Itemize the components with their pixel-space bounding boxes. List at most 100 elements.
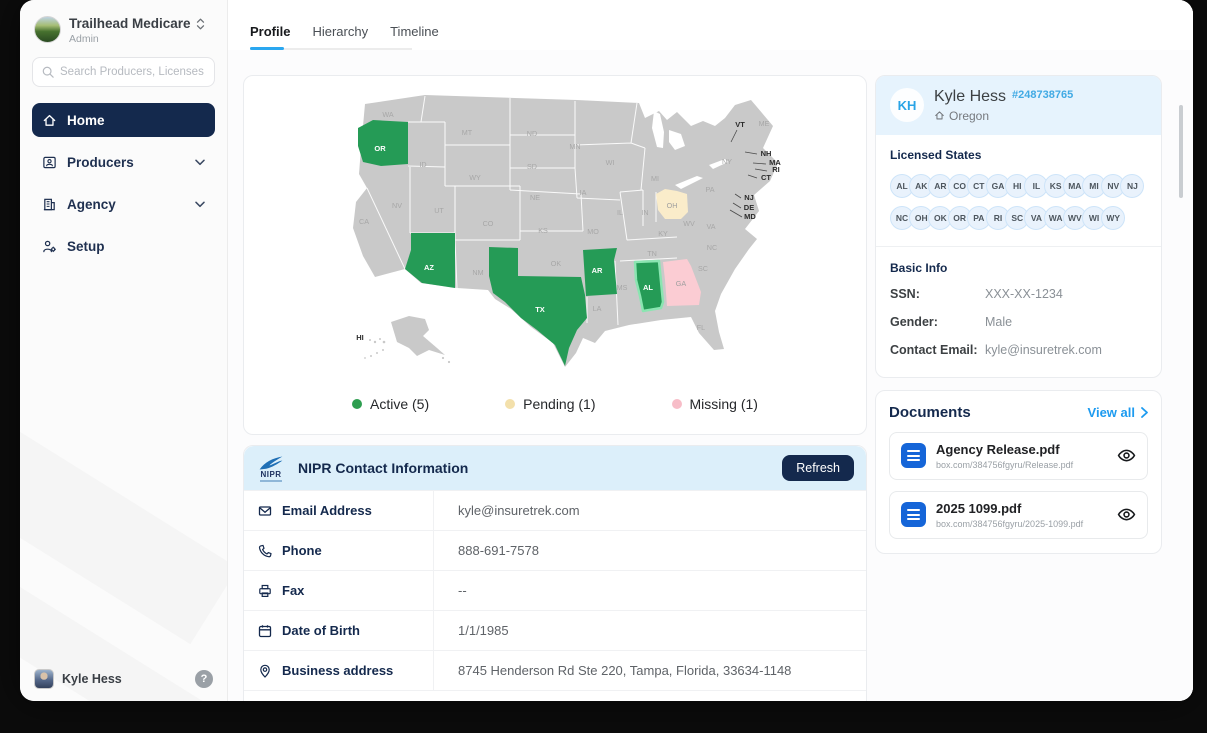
home-state-icon [935, 111, 944, 120]
help-button[interactable]: ? [195, 670, 213, 688]
state-chip-nj: NJ [1120, 173, 1145, 198]
row-label: Fax [282, 583, 305, 598]
row-value: 8745 Henderson Rd Ste 220, Tampa, Florid… [458, 663, 792, 678]
svg-text:LA: LA [593, 304, 602, 313]
tab-hierarchy[interactable]: Hierarchy [312, 24, 369, 39]
legend-missing-label: Missing (1) [689, 396, 758, 412]
nipr-row-partial [244, 690, 866, 701]
svg-text:MS: MS [617, 283, 628, 292]
preview-eye-icon[interactable] [1117, 446, 1136, 465]
svg-text:SD: SD [527, 162, 537, 171]
document-row[interactable]: 2025 1099.pdf box.com/384756fgyru/2025-1… [889, 490, 1148, 539]
svg-text:RI: RI [772, 165, 780, 174]
refresh-button[interactable]: Refresh [782, 455, 854, 481]
document-row[interactable]: Agency Release.pdf box.com/384756fgyru/R… [889, 431, 1148, 480]
active-tab-indicator [250, 47, 284, 50]
svg-text:NH: NH [761, 149, 772, 158]
svg-text:ND: ND [527, 129, 537, 138]
nipr-logo: NIPR [256, 455, 286, 482]
nipr-row-fax: Fax -- [244, 570, 866, 610]
state-ohio[interactable] [656, 189, 688, 219]
view-all-link[interactable]: View all [1088, 405, 1148, 420]
user-avatar [34, 669, 54, 689]
producer-badge-icon [43, 156, 56, 168]
nipr-contact-card: NIPR NIPR Contact Information Refresh Em… [243, 445, 867, 701]
state-arkansas[interactable] [583, 248, 617, 296]
sidebar-item-home[interactable]: Home [32, 103, 215, 137]
state-alabama[interactable] [633, 259, 665, 313]
nipr-title: NIPR Contact Information [298, 460, 469, 476]
missing-dot [671, 399, 682, 409]
scrollbar-thumb[interactable] [1179, 105, 1183, 198]
svg-text:KS: KS [538, 226, 548, 235]
preview-eye-icon[interactable] [1117, 505, 1136, 524]
pdf-file-icon [901, 443, 926, 469]
producer-profile-card: KH Kyle Hess #248738765 Oregon [875, 75, 1162, 378]
svg-text:GA: GA [676, 279, 687, 288]
sidebar-item-agency[interactable]: Agency [32, 187, 215, 221]
org-avatar [34, 16, 61, 43]
view-all-label: View all [1087, 404, 1135, 420]
svg-text:VT: VT [735, 120, 745, 129]
sidebar-item-label: Setup [67, 238, 105, 254]
tabs-underline [250, 47, 412, 50]
sidebar-item-setup[interactable]: Setup [32, 229, 215, 263]
mail-icon [258, 505, 272, 516]
svg-text:ME: ME [759, 119, 770, 128]
sidebar-item-producers[interactable]: Producers [32, 145, 215, 179]
fax-icon [259, 584, 271, 597]
sidebar-item-label: Home [67, 112, 105, 128]
legend-active-label: Active (5) [370, 396, 430, 412]
documents-card: Documents View all Agency Release.pdf bo… [875, 389, 1162, 554]
resident-state: Oregon [949, 108, 990, 123]
svg-text:MO: MO [587, 227, 599, 236]
producer-npn: #248738765 [1012, 89, 1074, 101]
search-box[interactable] [32, 57, 215, 87]
licensed-states-title: Licensed States [890, 147, 982, 162]
row-value: -- [458, 583, 467, 598]
state-arizona[interactable] [405, 233, 455, 288]
svg-text:MT: MT [462, 128, 473, 137]
state-oregon[interactable] [358, 120, 408, 166]
phone-icon [258, 544, 272, 557]
svg-text:AL: AL [643, 283, 653, 292]
svg-text:CT: CT [761, 173, 771, 182]
basic-info-row: Gender: Male [890, 315, 1147, 329]
field-label: SSN: [890, 286, 920, 301]
tab-profile[interactable]: Profile [250, 24, 291, 39]
tab-timeline[interactable]: Timeline [390, 24, 439, 39]
chevron-right-icon [1141, 406, 1148, 418]
svg-text:AR: AR [592, 266, 603, 275]
row-label: Email Address [282, 503, 372, 518]
nipr-logo-text: NIPR [260, 469, 282, 479]
org-name: Trailhead Medicare [69, 16, 191, 31]
field-label: Contact Email: [890, 342, 978, 357]
svg-text:WI: WI [606, 158, 615, 167]
state-georgia[interactable] [663, 259, 701, 306]
svg-text:WA: WA [382, 110, 394, 119]
svg-text:NE: NE [530, 193, 540, 202]
avatar: KH [890, 88, 924, 122]
pdf-file-icon [901, 502, 926, 528]
svg-text:FL: FL [697, 323, 705, 332]
current-user: Kyle Hess ? [20, 657, 227, 701]
search-input[interactable] [60, 66, 205, 78]
svg-text:MI: MI [651, 174, 659, 183]
svg-text:NV: NV [392, 201, 402, 210]
state-texas[interactable] [489, 247, 587, 366]
svg-text:IA: IA [580, 188, 587, 197]
svg-text:NJ: NJ [744, 193, 754, 202]
svg-text:PA: PA [705, 185, 714, 194]
nipr-row-address: Business address 8745 Henderson Rd Ste 2… [244, 650, 866, 690]
state-alaska [391, 316, 445, 356]
content: WA MT ND MN WI MI ME NY ID SD WY IA NE NV UT CA CO KS MO IL… [228, 50, 1193, 701]
map-legend: Active (5) Pending (1) Missing (1) [244, 396, 866, 412]
svg-text:VA: VA [706, 222, 715, 231]
calendar-icon [258, 624, 272, 637]
state-chip-oh: OH [909, 205, 934, 230]
field-value: XXX-XX-1234 [985, 286, 1063, 301]
row-value: 1/1/1985 [458, 623, 509, 638]
basic-info-title: Basic Info [890, 260, 948, 275]
main-area: Profile Hierarchy Timeline [228, 0, 1193, 701]
org-switcher[interactable]: Trailhead Medicare Admin [32, 12, 215, 57]
